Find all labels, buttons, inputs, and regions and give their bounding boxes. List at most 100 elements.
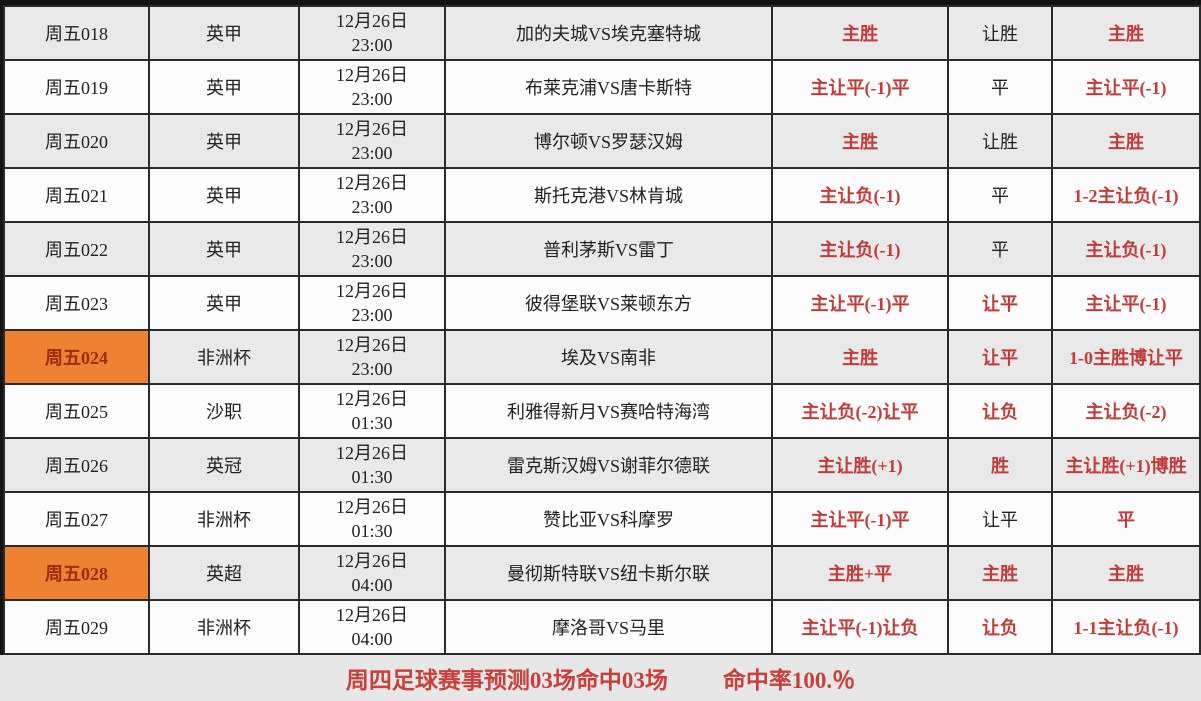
- table-row: 周五024 非洲杯 12月26日 23:00 埃及VS南非 主胜 让平 1-0主胜博让平: [3, 329, 1201, 385]
- cell-datetime: 12月26日 01:30: [298, 383, 446, 439]
- match-time: 23:00: [351, 251, 393, 271]
- cell-datetime: 12月26日 04:00: [298, 545, 446, 601]
- table-row: 周五023 英甲 12月26日 23:00 彼得堡联VS莱顿东方 主让平(-1)平 让平 主让…: [3, 275, 1201, 331]
- cell-prediction: 主让负(-1): [771, 221, 949, 277]
- cell-outcome: 主胜: [947, 545, 1053, 601]
- match-time: 23:00: [351, 35, 393, 55]
- match-date: 12月26日: [336, 10, 408, 31]
- cell-result: 主胜: [1051, 545, 1201, 601]
- cell-result: 1-1主让负(-1): [1051, 599, 1201, 655]
- match-date: 12月26日: [336, 118, 408, 139]
- cell-outcome: 让平: [947, 275, 1053, 331]
- cell-match-id: 周五020: [3, 113, 150, 169]
- cell-match-teams: 埃及VS南非: [444, 329, 773, 385]
- match-time: 23:00: [351, 359, 393, 379]
- cell-outcome: 让平: [947, 329, 1053, 385]
- predictions-table: 周五018 英甲 12月26日 23:00 加的夫城VS埃克塞特城 主胜 让胜 主胜 周五019…: [3, 5, 1201, 655]
- cell-match-id: 周五021: [3, 167, 150, 223]
- cell-outcome: 平: [947, 59, 1053, 115]
- cell-datetime: 12月26日 23:00: [298, 113, 446, 169]
- table-row: 周五018 英甲 12月26日 23:00 加的夫城VS埃克塞特城 主胜 让胜 主胜: [3, 5, 1201, 61]
- match-date: 12月26日: [336, 226, 408, 247]
- cell-result: 平: [1051, 491, 1201, 547]
- cell-datetime: 12月26日 23:00: [298, 5, 446, 61]
- cell-match-id: 周五018: [3, 5, 150, 61]
- cell-match-teams: 普利茅斯VS雷丁: [444, 221, 773, 277]
- cell-league: 英甲: [148, 167, 300, 223]
- cell-match-teams: 摩洛哥VS马里: [444, 599, 773, 655]
- cell-league: 英甲: [148, 59, 300, 115]
- table-row: 周五028 英超 12月26日 04:00 曼彻斯特联VS纽卡斯尔联 主胜+平 主胜 主胜: [3, 545, 1201, 601]
- match-time: 04:00: [351, 575, 393, 595]
- predictions-table-wrap: 周五018 英甲 12月26日 23:00 加的夫城VS埃克塞特城 主胜 让胜 主胜 周五019…: [0, 0, 1201, 655]
- cell-outcome: 让平: [947, 491, 1053, 547]
- cell-match-id: 周五025: [3, 383, 150, 439]
- table-row: 周五019 英甲 12月26日 23:00 布莱克浦VS唐卡斯特 主让平(-1)平平主让平…: [3, 59, 1201, 115]
- cell-outcome: 让胜: [947, 113, 1053, 169]
- match-time: 04:00: [351, 629, 393, 649]
- match-date: 12月26日: [336, 172, 408, 193]
- match-time: 23:00: [351, 305, 393, 325]
- match-time: 01:30: [351, 467, 393, 487]
- cell-league: 非洲杯: [148, 491, 300, 547]
- cell-match-id: 周五022: [3, 221, 150, 277]
- cell-league: 英甲: [148, 113, 300, 169]
- cell-league: 沙职: [148, 383, 300, 439]
- cell-match-teams: 博尔顿VS罗瑟汉姆: [444, 113, 773, 169]
- table-body: 周五018 英甲 12月26日 23:00 加的夫城VS埃克塞特城 主胜 让胜 主胜 周五019…: [3, 5, 1201, 655]
- cell-prediction: 主让平(-1)平: [771, 59, 949, 115]
- match-time: 01:30: [351, 413, 393, 433]
- match-time: 23:00: [351, 89, 393, 109]
- cell-result: 1-0主胜博让平: [1051, 329, 1201, 385]
- match-date: 12月26日: [336, 64, 408, 85]
- cell-match-teams: 布莱克浦VS唐卡斯特: [444, 59, 773, 115]
- cell-match-id: 周五024: [3, 329, 150, 385]
- cell-prediction: 主胜+平: [771, 545, 949, 601]
- cell-match-teams: 雷克斯汉姆VS谢菲尔德联: [444, 437, 773, 493]
- cell-datetime: 12月26日 23:00: [298, 59, 446, 115]
- cell-datetime: 12月26日 01:30: [298, 437, 446, 493]
- cell-prediction: 主让胜(+1): [771, 437, 949, 493]
- match-date: 12月26日: [336, 442, 408, 463]
- cell-match-teams: 曼彻斯特联VS纽卡斯尔联: [444, 545, 773, 601]
- match-date: 12月26日: [336, 550, 408, 571]
- cell-prediction: 主让负(-1): [771, 167, 949, 223]
- cell-prediction: 主让平(-1)平: [771, 491, 949, 547]
- cell-match-teams: 加的夫城VS埃克塞特城: [444, 5, 773, 61]
- cell-league: 英甲: [148, 221, 300, 277]
- cell-prediction: 主让平(-1)让负: [771, 599, 949, 655]
- cell-result: 主让胜(+1)博胜: [1051, 437, 1201, 493]
- cell-match-teams: 赞比亚VS科摩罗: [444, 491, 773, 547]
- table-row: 周五021 英甲 12月26日 23:00 斯托克港VS林肯城 主让负(-1) 平 1-2主让…: [3, 167, 1201, 223]
- cell-result: 主让平(-1): [1051, 59, 1201, 115]
- summary-footer: 周四足球赛事预测03场命中03场 命中率100.％: [0, 655, 1201, 701]
- cell-prediction: 主让负(-2)让平: [771, 383, 949, 439]
- cell-match-id: 周五027: [3, 491, 150, 547]
- cell-datetime: 12月26日 01:30: [298, 491, 446, 547]
- match-date: 12月26日: [336, 280, 408, 301]
- cell-result: 1-2主让负(-1): [1051, 167, 1201, 223]
- match-date: 12月26日: [336, 334, 408, 355]
- match-time: 01:30: [351, 521, 393, 541]
- cell-prediction: 主让平(-1)平: [771, 275, 949, 331]
- match-time: 23:00: [351, 197, 393, 217]
- table-row: 周五026 英冠 12月26日 01:30 雷克斯汉姆VS谢菲尔德联 主让胜(+1) 胜主让…: [3, 437, 1201, 493]
- cell-league: 英超: [148, 545, 300, 601]
- cell-match-id: 周五023: [3, 275, 150, 331]
- table-row: 周五022 英甲 12月26日 23:00 普利茅斯VS雷丁 主让负(-1) 平主让负(-1…: [3, 221, 1201, 277]
- cell-match-id: 周五028: [3, 545, 150, 601]
- cell-match-teams: 斯托克港VS林肯城: [444, 167, 773, 223]
- cell-league: 非洲杯: [148, 599, 300, 655]
- cell-league: 英甲: [148, 5, 300, 61]
- cell-outcome: 让胜: [947, 5, 1053, 61]
- cell-result: 主让平(-1): [1051, 275, 1201, 331]
- match-date: 12月26日: [336, 604, 408, 625]
- summary-text: 周四足球赛事预测03场命中03场: [345, 668, 668, 693]
- table-row: 周五025 沙职 12月26日 01:30 利雅得新月VS赛哈特海湾 主让负(-2)让平让…: [3, 383, 1201, 439]
- cell-datetime: 12月26日 23:00: [298, 221, 446, 277]
- cell-outcome: 让负: [947, 383, 1053, 439]
- hit-rate-text: 命中率100.％: [722, 668, 856, 693]
- cell-prediction: 主胜: [771, 113, 949, 169]
- cell-result: 主让负(-2): [1051, 383, 1201, 439]
